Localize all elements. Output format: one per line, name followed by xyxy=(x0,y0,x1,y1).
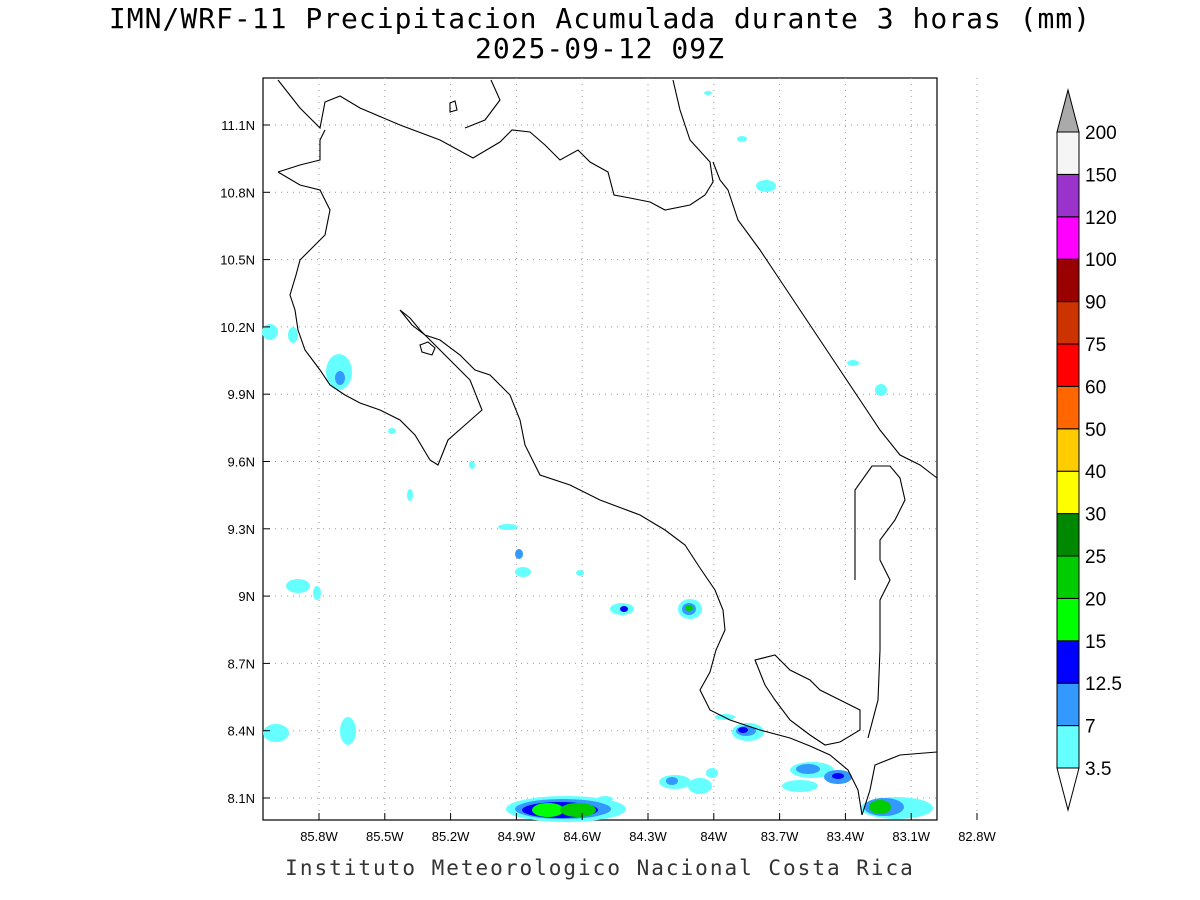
lat-tick-label: 10.2N xyxy=(220,320,255,335)
colorbar-swatch xyxy=(1056,428,1080,472)
lat-axis: 8.1N 8.4N 8.7N 9N 9.3N 9.6N 9.9N 10.2N 10.5N 10.8… xyxy=(220,118,270,806)
lat-tick-label: 9.3N xyxy=(228,522,255,537)
colorbar-swatch xyxy=(1056,640,1080,684)
colorbar-lower-arrow xyxy=(1056,767,1080,812)
lon-tick-label: 84.6W xyxy=(563,829,601,844)
lon-tick-label: 85.5W xyxy=(366,829,404,844)
colorbar-swatch xyxy=(1056,258,1080,303)
colorbar-label: 75 xyxy=(1085,335,1106,356)
lat-tick-label: 10.5N xyxy=(220,253,255,268)
colorbar-label: 15 xyxy=(1085,632,1106,653)
colorbar-swatch xyxy=(1056,385,1080,430)
colorbar-swatch xyxy=(1056,513,1080,557)
colorbar-label: 25 xyxy=(1085,547,1106,568)
colorbar-upper-arrow xyxy=(1056,88,1080,133)
lon-tick-label: 82.8W xyxy=(958,829,996,844)
colorbar-label: 3.5 xyxy=(1085,759,1111,780)
lat-tick-label: 8.4N xyxy=(228,724,255,739)
colorbar-swatch xyxy=(1056,216,1080,260)
colorbar-label: 50 xyxy=(1085,420,1106,441)
lon-tick-label: 83.4W xyxy=(827,829,865,844)
colorbar-swatch xyxy=(1056,555,1080,599)
lon-tick-label: 83.1W xyxy=(892,829,930,844)
lat-tick-label: 9N xyxy=(238,589,255,604)
colorbar-label: 20 xyxy=(1085,589,1106,610)
lon-tick-label: 85.8W xyxy=(300,829,338,844)
lon-tick-label: 85.2W xyxy=(432,829,470,844)
map-frame xyxy=(262,77,938,821)
footer-credit: Instituto Meteorologico Nacional Costa R… xyxy=(285,856,915,880)
lat-tick-label: 9.9N xyxy=(228,387,255,402)
lon-tick-label: 84.3W xyxy=(629,829,667,844)
colorbar-swatch xyxy=(1056,470,1080,515)
lon-tick-label: 84.9W xyxy=(498,829,536,844)
map-title: IMN/WRF-11 Precipitacion Acumulada duran… xyxy=(108,2,1092,35)
colorbar-swatch xyxy=(1056,343,1080,387)
colorbar-swatch xyxy=(1056,725,1080,769)
lon-tick-label: 84W xyxy=(700,829,727,844)
lat-tick-label: 8.7N xyxy=(228,656,255,671)
colorbar-label: 40 xyxy=(1085,462,1106,483)
colorbar-label: 100 xyxy=(1085,250,1117,271)
colorbar-label: 90 xyxy=(1085,293,1106,314)
colorbar-swatch xyxy=(1056,173,1080,218)
lat-tick-label: 10.8N xyxy=(220,185,255,200)
lat-tick-label: 9.6N xyxy=(228,455,255,470)
colorbar-label: 200 xyxy=(1085,123,1117,144)
colorbar-swatch xyxy=(1056,682,1080,727)
colorbar-label: 12.5 xyxy=(1085,674,1122,695)
colorbar-label: 120 xyxy=(1085,208,1117,229)
colorbar: 3.5 7 12.5 15 20 25 30 40 50 60 75 90 100 120 150 200 xyxy=(1056,88,1122,812)
lat-tick-label: 11.1N xyxy=(221,118,255,133)
colorbar-label: 30 xyxy=(1085,505,1106,526)
colorbar-swatch xyxy=(1056,597,1080,642)
colorbar-swatch xyxy=(1056,131,1080,175)
colorbar-label: 60 xyxy=(1085,377,1106,398)
colorbar-label: 7 xyxy=(1085,717,1096,738)
lat-tick-label: 8.1N xyxy=(228,791,255,806)
map-timestamp: 2025-09-12 09Z xyxy=(474,32,725,65)
lon-axis: 85.8W 85.5W 85.2W 84.9W 84.6W 84.3W 84W 83.7W 83… xyxy=(300,813,997,844)
lon-tick-label: 83.7W xyxy=(761,829,799,844)
colorbar-label: 150 xyxy=(1085,165,1117,186)
colorbar-swatch xyxy=(1056,301,1080,345)
precipitation-field xyxy=(262,91,933,822)
coastline xyxy=(277,79,938,816)
